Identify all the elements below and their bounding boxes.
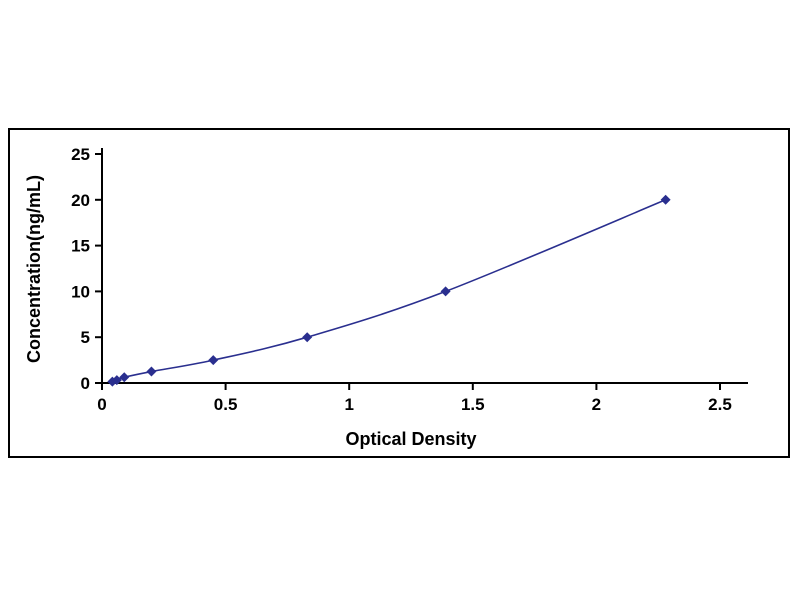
y-tick-label: 25 [71,145,90,164]
data-point-marker [208,355,219,366]
x-tick-label: 2 [592,395,601,414]
y-tick-label: 10 [71,282,90,301]
y-tick-label: 0 [81,374,90,393]
y-tick-label: 5 [81,328,90,347]
data-point-marker [146,366,157,377]
y-axis-label: Concentration(ng/mL) [24,175,44,363]
data-point-marker [302,332,313,343]
standard-curve-line [112,199,666,383]
plot-area: 0 0.5 1 1.5 2 2.5 0 5 10 15 20 25 [71,145,748,414]
x-axis-label: Optical Density [345,429,477,449]
x-tick-label: 2.5 [708,395,732,414]
x-tick-label: 0.5 [214,395,238,414]
data-point-marker [660,194,671,205]
data-point-marker [111,375,122,386]
y-tick-label: 20 [71,191,90,210]
x-tick-label: 1.5 [461,395,485,414]
elisa-standard-curve-figure: 0 0.5 1 1.5 2 2.5 0 5 10 15 20 25 Concentration(ng/… [8,128,790,458]
data-point-marker [440,286,451,297]
y-tick-label: 15 [71,237,90,256]
data-point-marker [119,372,130,383]
x-tick-label: 1 [344,395,353,414]
x-tick-label: 0 [97,395,106,414]
